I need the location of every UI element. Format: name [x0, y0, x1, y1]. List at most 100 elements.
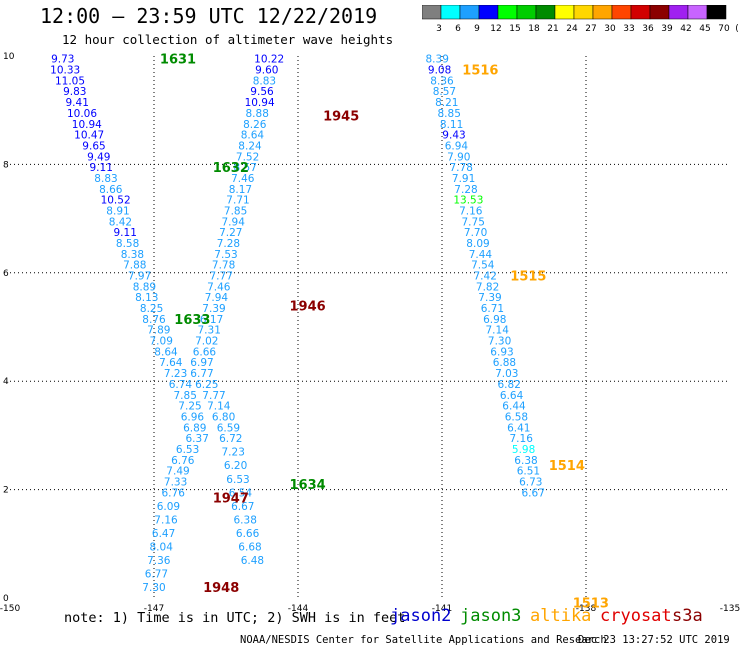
wave-height-value: 6.38 — [514, 455, 537, 467]
wave-height-value: 6.44 — [502, 401, 526, 413]
wave-height-value: 7.14 — [207, 401, 231, 413]
wave-height-value: 9.08 — [428, 65, 451, 77]
wave-height-value: 8.24 — [238, 140, 262, 152]
wave-height-value: 7.25 — [178, 401, 201, 413]
colorbar-label: 3 — [436, 24, 442, 34]
wave-height-value: 8.57 — [234, 162, 257, 174]
wave-height-value: 8.64 — [241, 130, 265, 142]
colorbar-label: 9 — [474, 24, 480, 34]
wave-height-value: 7.30 — [488, 336, 511, 348]
wave-height-value: 7.31 — [198, 325, 221, 337]
wave-height-value: 7.52 — [236, 151, 259, 163]
pass-time-label: 1516 — [462, 64, 498, 79]
wave-height-value: 6.66 — [236, 528, 260, 540]
wave-height-value: 6.82 — [498, 379, 521, 391]
y-tick-label: 4 — [3, 377, 9, 387]
y-tick-label: 0 — [3, 594, 9, 604]
wave-height-value: 6.25 — [195, 379, 218, 391]
wave-height-value: 6.66 — [193, 346, 217, 358]
wave-height-value: 10.52 — [101, 195, 131, 207]
wave-height-value: 7.64 — [159, 357, 183, 369]
wave-height-value: 6.09 — [157, 501, 180, 513]
wave-height-value: 10.33 — [50, 65, 80, 77]
wave-height-value: 7.46 — [231, 173, 255, 185]
colorbar-label: 33 — [623, 24, 634, 34]
wave-height-value: 6.94 — [445, 140, 469, 152]
wave-height-value: 9.65 — [82, 140, 105, 152]
wave-height-value: 6.64 — [500, 390, 524, 402]
wave-height-value: 8.83 — [94, 173, 117, 185]
pass-time-label: 1513 — [573, 596, 609, 611]
wave-height-value: 7.78 — [450, 162, 473, 174]
wave-height-value: 9.73 — [51, 54, 74, 66]
wave-height-value: 7.39 — [478, 292, 501, 304]
wave-height-value: 7.28 — [217, 238, 240, 250]
pass-time-label: 1948 — [203, 581, 239, 596]
wave-height-value: 10.22 — [254, 54, 284, 66]
wave-height-value: 8.21 — [435, 97, 458, 109]
wave-height-value: 6.67 — [231, 501, 254, 513]
wave-height-value: 9.49 — [87, 151, 110, 163]
y-tick-label: 2 — [3, 486, 9, 496]
wave-height-value: 7.70 — [464, 227, 487, 239]
wave-height-value: 6.41 — [507, 422, 530, 434]
y-tick-label: 6 — [3, 269, 9, 279]
wave-height-value: 6.20 — [224, 460, 247, 472]
legend-cryosat: cryosat — [600, 606, 672, 626]
wave-height-value: 6.38 — [234, 514, 257, 526]
x-tick-label: -147 — [144, 604, 164, 614]
wave-height-value: 8.66 — [99, 184, 123, 196]
wave-height-value: 7.16 — [154, 514, 178, 526]
wave-height-value: 8.83 — [253, 75, 276, 87]
wave-height-value: 7.23 — [222, 447, 245, 459]
colorbar-swatch — [706, 5, 727, 20]
wave-height-value: 6.59 — [217, 422, 240, 434]
colorbar-unit: (ft) — [735, 24, 738, 34]
wave-height-value: 6.54 — [229, 487, 253, 499]
legend-jason2: jason2 — [390, 606, 452, 626]
wave-height-value: 8.17 — [229, 184, 252, 196]
wave-height-value: 7.27 — [219, 227, 242, 239]
wave-height-value: 6.96 — [181, 411, 205, 423]
wave-height-value: 6.37 — [186, 433, 209, 445]
wave-height-value: 7.03 — [495, 368, 518, 380]
colorbar-label: 24 — [566, 24, 578, 34]
pass-time-label: 1514 — [549, 459, 585, 474]
wave-height-value: 10.94 — [245, 97, 275, 109]
wave-height-value: 6.80 — [212, 411, 235, 423]
colorbar-label: 6 — [455, 24, 461, 34]
wave-height-value: 9.60 — [255, 65, 278, 77]
wave-height-value: 7.36 — [147, 555, 171, 567]
wave-height-value: 6.71 — [481, 303, 504, 315]
wave-height-value: 6.48 — [241, 555, 264, 567]
wave-height-value: 8.26 — [243, 119, 267, 131]
legend-jason3: jason3 — [460, 606, 522, 626]
wave-height-value: 7.09 — [150, 336, 173, 348]
wave-height-value: 6.76 — [162, 487, 186, 499]
wave-height-value: 6.73 — [519, 476, 542, 488]
wave-height-value: 6.74 — [169, 379, 193, 391]
x-tick-label: -144 — [288, 604, 309, 614]
colorbar-label: 18 — [528, 24, 540, 34]
colorbar-label: 36 — [642, 24, 654, 34]
wave-height-value: 7.53 — [214, 249, 237, 261]
wave-height-value: 8.64 — [154, 346, 178, 358]
wave-height-value: 7.54 — [471, 260, 495, 272]
wave-height-value: 7.91 — [452, 173, 475, 185]
wave-height-value: 7.42 — [474, 271, 497, 283]
wave-height-value: 13.53 — [453, 195, 483, 207]
wave-height-value: 7.94 — [222, 216, 246, 228]
pass-time-label: 1947 — [213, 492, 249, 507]
wave-height-value: 6.93 — [490, 346, 513, 358]
wave-height-value: 9.11 — [90, 162, 113, 174]
wave-height-value: 7.14 — [486, 325, 510, 337]
wave-height-value: 6.51 — [517, 466, 540, 478]
wave-height-value: 7.77 — [202, 390, 225, 402]
wave-height-value: 6.47 — [152, 528, 175, 540]
wave-height-value: 9.11 — [114, 227, 137, 239]
wave-height-value: 7.46 — [207, 281, 231, 293]
wave-height-value: 7.30 — [142, 582, 165, 594]
y-tick-label: 8 — [3, 160, 9, 170]
wave-height-value: 10.47 — [74, 130, 104, 142]
